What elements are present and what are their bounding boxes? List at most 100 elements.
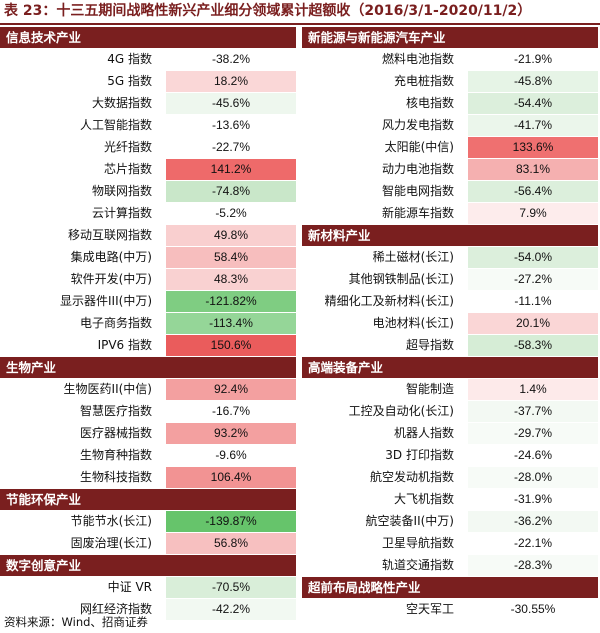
index-name: 智慧医疗指数 (79, 404, 152, 418)
table-row: 卫星导航指数 -22.1% (302, 533, 598, 554)
table-row: 稀土磁材(长江) -54.0% (302, 247, 598, 268)
excess-return-value: -16.7% (166, 401, 296, 422)
table-row: 超导指数 -58.3% (302, 335, 598, 356)
index-name: 充电桩指数 (393, 74, 454, 88)
excess-return-value: -5.2% (166, 203, 296, 224)
index-name: 智能电网指数 (381, 184, 454, 198)
table-row: IPV6 指数 150.6% (0, 335, 296, 356)
excess-return-value: -28.0% (468, 467, 598, 488)
table-row: 集成电路(中万) 58.4% (0, 247, 296, 268)
table-row: 大数据指数 -45.6% (0, 93, 296, 114)
left-column: 信息技术产业 4G 指数 -38.2% 5G 指数 18.2% 大数据指数 -45.6% 人工… (0, 26, 296, 621)
excess-return-value: 48.3% (166, 269, 296, 290)
index-name: 核电指数 (405, 96, 454, 110)
excess-return-value: 106.4% (166, 467, 296, 488)
excess-return-value: 150.6% (166, 335, 296, 356)
index-name: 燃料电池指数 (381, 52, 454, 66)
table-row: 4G 指数 -38.2% (0, 49, 296, 70)
table-row: 生物育种指数 -9.6% (0, 445, 296, 466)
excess-return-value: -74.8% (166, 181, 296, 202)
title-divider (0, 23, 600, 25)
index-name: 大数据指数 (91, 96, 152, 110)
excess-return-value: 92.4% (166, 379, 296, 400)
excess-return-value: 7.9% (468, 203, 598, 224)
index-name: 中证 VR (107, 580, 152, 594)
index-name: 医疗器械指数 (79, 426, 152, 440)
table-row: 空天军工 -30.55% (302, 599, 598, 620)
table-row: 核电指数 -54.4% (302, 93, 598, 114)
index-name: 轨道交通指数 (381, 558, 454, 572)
table-row: 智能制造 1.4% (302, 379, 598, 400)
excess-return-value: -37.7% (468, 401, 598, 422)
table-row: 节能节水(长江) -139.87% (0, 511, 296, 532)
index-name: 网红经济指数 (79, 602, 152, 616)
section-header: 生物产业 (0, 357, 296, 378)
table-row: 显示器件III(中万) -121.82% (0, 291, 296, 312)
table-row: 软件开发(中万) 48.3% (0, 269, 296, 290)
section-header: 数字创意产业 (0, 555, 296, 576)
table-row: 动力电池指数 83.1% (302, 159, 598, 180)
excess-return-value: -38.2% (166, 49, 296, 70)
index-name: 稀土磁材(长江) (372, 250, 454, 264)
table-row: 电子商务指数 -113.4% (0, 313, 296, 334)
table-row: 固废治理(长江) 56.8% (0, 533, 296, 554)
excess-return-value: -31.9% (468, 489, 598, 510)
excess-return-value: -13.6% (166, 115, 296, 136)
index-name: 4G 指数 (107, 52, 152, 66)
table-row: 新能源车指数 7.9% (302, 203, 598, 224)
section-header: 新能源与新能源汽车产业 (302, 27, 598, 48)
index-name: 节能节水(长江) (70, 514, 152, 528)
table-row: 充电桩指数 -45.8% (302, 71, 598, 92)
index-name: 机器人指数 (393, 426, 454, 440)
excess-return-value: -24.6% (468, 445, 598, 466)
table-row: 芯片指数 141.2% (0, 159, 296, 180)
table-row: 3D 打印指数 -24.6% (302, 445, 598, 466)
excess-return-value: 18.2% (166, 71, 296, 92)
index-name: 人工智能指数 (79, 118, 152, 132)
table-row: 航空装备II(中万) -36.2% (302, 511, 598, 532)
table-row: 其他钢铁制品(长江) -27.2% (302, 269, 598, 290)
excess-return-value: -27.2% (468, 269, 598, 290)
section-header: 节能环保产业 (0, 489, 296, 510)
index-name: 3D 打印指数 (385, 448, 454, 462)
index-name: 超导指数 (405, 338, 454, 352)
table-row: 轨道交通指数 -28.3% (302, 555, 598, 576)
index-name: 云计算指数 (91, 206, 152, 220)
excess-return-value: -9.6% (166, 445, 296, 466)
excess-return-value: 133.6% (468, 137, 598, 158)
excess-return-value: -28.3% (468, 555, 598, 576)
section-header: 信息技术产业 (0, 27, 296, 48)
excess-return-value: -58.3% (468, 335, 598, 356)
excess-return-value: -54.0% (468, 247, 598, 268)
index-name: 生物科技指数 (79, 470, 152, 484)
excess-return-value: -22.7% (166, 137, 296, 158)
excess-return-value: -42.2% (166, 599, 296, 620)
index-name: 芯片指数 (103, 162, 152, 176)
index-name: 智能制造 (405, 382, 454, 396)
excess-return-value: 1.4% (468, 379, 598, 400)
table-row: 电池材料(长江) 20.1% (302, 313, 598, 334)
excess-return-value: -56.4% (468, 181, 598, 202)
table-row: 生物科技指数 106.4% (0, 467, 296, 488)
table-row: 风力发电指数 -41.7% (302, 115, 598, 136)
table-row: 物联网指数 -74.8% (0, 181, 296, 202)
index-name: 生物医药II(中信) (63, 382, 152, 396)
index-name: 新能源车指数 (381, 206, 454, 220)
excess-return-value: -113.4% (166, 313, 296, 334)
excess-return-value: 49.8% (166, 225, 296, 246)
index-name: 集成电路(中万) (70, 250, 152, 264)
index-name: 生物育种指数 (79, 448, 152, 462)
table-row: 太阳能(中信) 133.6% (302, 137, 598, 158)
excess-return-value: -139.87% (166, 511, 296, 532)
index-name: 大飞机指数 (393, 492, 454, 506)
excess-return-value: -21.9% (468, 49, 598, 70)
section-header: 高端装备产业 (302, 357, 598, 378)
table-row: 工控及自动化(长江) -37.7% (302, 401, 598, 422)
excess-return-value: -36.2% (468, 511, 598, 532)
table-row: 网红经济指数 -42.2% (0, 599, 296, 620)
index-name: 软件开发(中万) (70, 272, 152, 286)
index-name: 电池材料(长江) (372, 316, 454, 330)
right-column: 新能源与新能源汽车产业 燃料电池指数 -21.9% 充电桩指数 -45.8% 核电指数 -5… (302, 26, 598, 621)
section-header: 新材料产业 (302, 225, 598, 246)
excess-return-value: 141.2% (166, 159, 296, 180)
